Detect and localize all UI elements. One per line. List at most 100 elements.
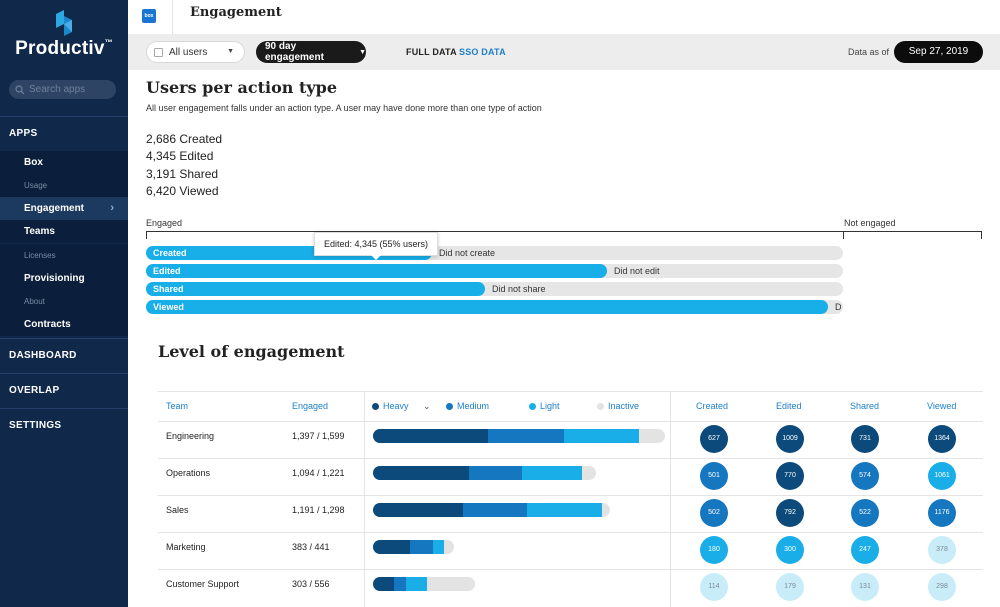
action-bar-fill-edited: Edited xyxy=(146,264,607,278)
cell-engaged: 1,397 / 1,599 xyxy=(292,431,345,441)
data-as-of-label: Data as of xyxy=(848,47,890,57)
sidebar-item-about[interactable]: About xyxy=(0,290,128,313)
not-engaged-bracket xyxy=(843,231,982,239)
tooltip-arrow xyxy=(371,255,381,260)
period-value: 90 day engagement xyxy=(265,41,324,63)
cell-team: Customer Support xyxy=(166,579,240,589)
nav-section-overlap[interactable]: OVERLAP xyxy=(0,373,128,407)
cell-shared-bubble: 247 xyxy=(851,536,879,564)
page-title: Engagement xyxy=(190,5,282,20)
section-title-users-per-action: Users per action type xyxy=(146,78,338,97)
legend-light[interactable]: Light xyxy=(529,401,560,411)
row-divider xyxy=(158,458,983,459)
search-input[interactable] xyxy=(29,84,114,95)
sidebar-item-licenses[interactable]: Licenses xyxy=(0,244,128,267)
row-divider xyxy=(158,569,983,570)
users-filter-value: All users xyxy=(169,46,208,58)
sidebar-item-engagement[interactable]: Engagement › xyxy=(0,197,128,220)
engagement-bar[interactable] xyxy=(373,503,610,517)
caret-down-icon: ▼ xyxy=(359,48,366,56)
legend-dot-light xyxy=(529,403,536,410)
chevron-right-icon: › xyxy=(110,202,114,214)
sidebar-item-provisioning[interactable]: Provisioning xyxy=(0,267,128,290)
app-search[interactable] xyxy=(9,80,116,99)
col-header-shared[interactable]: Shared xyxy=(850,401,880,411)
sidebar-item-label: Engagement xyxy=(24,203,85,214)
segment-medium xyxy=(394,577,406,591)
cell-edited-bubble: 770 xyxy=(776,462,804,490)
row-divider xyxy=(158,495,983,496)
sso-data-toggle[interactable]: SSO DATA xyxy=(459,47,506,57)
count-edited: 4,345 Edited xyxy=(146,149,214,163)
cell-edited-bubble: 1009 xyxy=(776,425,804,453)
action-bar-viewed[interactable]: Viewed Did not view xyxy=(146,300,843,314)
cell-viewed-bubble: 1176 xyxy=(928,499,956,527)
row-divider xyxy=(158,532,983,533)
engagement-bar[interactable] xyxy=(373,540,454,554)
row-divider xyxy=(158,421,983,422)
sidebar-item-box[interactable]: Box xyxy=(0,151,128,174)
col-header-created[interactable]: Created xyxy=(696,401,729,411)
nav-section-dashboard[interactable]: DASHBOARD xyxy=(0,338,128,372)
action-bar-created[interactable]: Created Did not create xyxy=(146,246,843,260)
sort-caret-icon[interactable]: ⌄ xyxy=(423,401,431,411)
engagement-bar[interactable] xyxy=(373,577,475,591)
bar-tooltip: Edited: 4,345 (55% users) xyxy=(314,232,438,256)
segment-light xyxy=(433,540,444,554)
action-bar-label: Viewed xyxy=(153,302,184,312)
cell-team: Operations xyxy=(166,468,211,478)
segment-heavy xyxy=(373,429,488,443)
date-picker[interactable]: Sep 27, 2019 xyxy=(894,41,983,63)
count-shared: 3,191 Shared xyxy=(146,167,219,181)
segment-medium xyxy=(463,503,527,517)
action-bar-remainder-label: Did not view xyxy=(835,302,841,312)
full-data-toggle[interactable]: FULL DATA xyxy=(406,47,457,57)
col-header-viewed[interactable]: Viewed xyxy=(927,401,957,411)
segment-heavy xyxy=(373,466,469,480)
segment-light xyxy=(522,466,582,480)
sidebar-item-usage[interactable]: Usage xyxy=(0,174,128,197)
action-bar-label: Edited xyxy=(153,266,181,276)
cell-created-bubble: 502 xyxy=(700,499,728,527)
table-top-border xyxy=(158,391,983,392)
cell-edited-bubble: 792 xyxy=(776,499,804,527)
page-header: box Engagement xyxy=(128,0,1000,34)
sidebar: Productiv™ APPS Box Usage Engagement › T… xyxy=(0,0,128,607)
action-bar-fill-viewed: Viewed xyxy=(146,300,828,314)
table-divider-left xyxy=(364,391,365,607)
users-filter-select[interactable]: All users ▼ xyxy=(146,41,245,63)
count-viewed: 6,420 Viewed xyxy=(146,184,219,198)
cell-team: Sales xyxy=(166,505,189,515)
cell-created-bubble: 180 xyxy=(700,536,728,564)
legend-heavy[interactable]: Heavy xyxy=(372,401,409,411)
action-bar-label: Shared xyxy=(153,284,184,294)
cell-viewed-bubble: 378 xyxy=(928,536,956,564)
action-bar-edited[interactable]: Edited Did not edit xyxy=(146,264,843,278)
cell-shared-bubble: 131 xyxy=(851,573,879,601)
legend-inactive[interactable]: Inactive xyxy=(597,401,639,411)
productiv-logo-icon xyxy=(56,10,72,36)
legend-dot-heavy xyxy=(372,403,379,410)
engaged-label: Engaged xyxy=(146,218,183,228)
brand-logo[interactable]: Productiv™ xyxy=(0,10,128,60)
cell-edited-bubble: 300 xyxy=(776,536,804,564)
col-header-team[interactable]: Team xyxy=(166,401,189,411)
col-header-engaged[interactable]: Engaged xyxy=(292,401,329,411)
box-app-icon: box xyxy=(142,9,156,23)
sidebar-item-teams[interactable]: Teams xyxy=(0,220,128,243)
segment-medium xyxy=(469,466,522,480)
action-bar-shared[interactable]: Shared Did not share xyxy=(146,282,843,296)
legend-medium[interactable]: Medium xyxy=(446,401,489,411)
engaged-bracket xyxy=(146,231,843,239)
engagement-bar[interactable] xyxy=(373,429,665,443)
engagement-bar[interactable] xyxy=(373,466,596,480)
period-dropdown[interactable]: 90 day engagement ▼ xyxy=(256,41,366,63)
cell-engaged: 1,191 / 1,298 xyxy=(292,505,345,515)
sidebar-item-contracts[interactable]: Contracts xyxy=(0,313,128,336)
nav-section-apps[interactable]: APPS xyxy=(0,116,128,150)
legend-dot-medium xyxy=(446,403,453,410)
col-header-edited[interactable]: Edited xyxy=(776,401,802,411)
nav-section-settings[interactable]: SETTINGS xyxy=(0,408,128,442)
cell-engaged: 1,094 / 1,221 xyxy=(292,468,345,478)
count-created: 2,686 Created xyxy=(146,132,223,146)
